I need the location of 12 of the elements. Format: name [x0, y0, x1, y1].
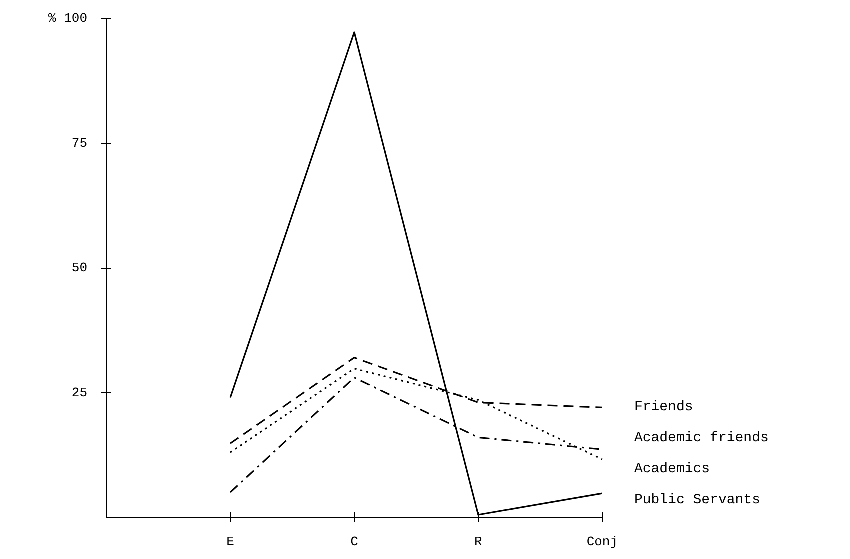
x-tick-label: R: [474, 534, 483, 550]
text: Academic friends: [634, 430, 769, 447]
text: Public Servants: [634, 492, 760, 509]
y-tick-label: % 100: [48, 11, 88, 26]
y-tick-label: 50: [72, 260, 88, 276]
x-tick-label: E: [226, 534, 235, 550]
y-tick-label: 25: [72, 385, 88, 400]
text: Academics: [634, 462, 710, 478]
x-tick-label: C: [350, 534, 359, 550]
text: Friends: [634, 400, 694, 416]
x-tick-label: Conj: [586, 534, 618, 550]
y-tick-label: 75: [72, 136, 88, 151]
